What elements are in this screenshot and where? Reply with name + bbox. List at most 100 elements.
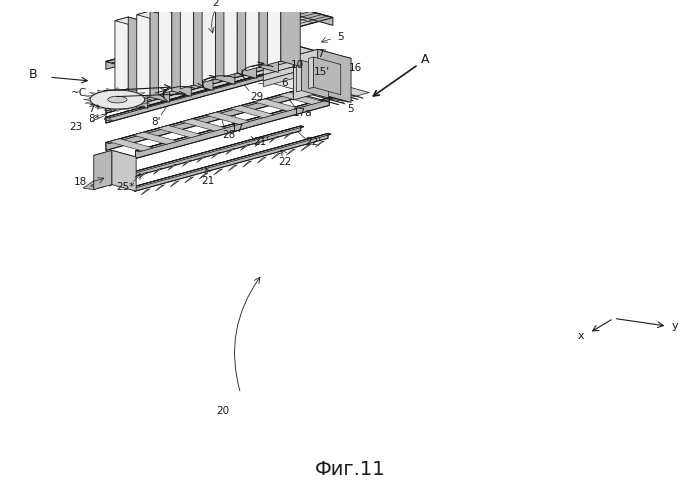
Polygon shape: [215, 0, 235, 84]
Polygon shape: [182, 119, 226, 131]
Polygon shape: [115, 88, 120, 90]
Polygon shape: [89, 104, 97, 107]
Polygon shape: [202, 0, 235, 2]
Polygon shape: [264, 61, 294, 75]
Text: 6: 6: [281, 78, 287, 88]
Text: 16: 16: [349, 63, 362, 73]
Polygon shape: [94, 150, 136, 162]
Polygon shape: [278, 92, 323, 104]
Text: 23: 23: [70, 122, 83, 132]
Polygon shape: [287, 149, 296, 155]
Polygon shape: [106, 88, 111, 91]
Polygon shape: [123, 108, 128, 111]
Polygon shape: [145, 99, 152, 100]
Text: 15': 15': [314, 67, 330, 77]
Polygon shape: [264, 67, 327, 84]
Polygon shape: [206, 112, 250, 124]
Polygon shape: [106, 54, 303, 108]
Text: 20: 20: [217, 406, 229, 416]
Polygon shape: [170, 181, 179, 187]
Polygon shape: [106, 8, 300, 69]
Polygon shape: [107, 126, 301, 184]
Polygon shape: [214, 169, 223, 175]
Polygon shape: [134, 133, 331, 187]
Text: 8': 8': [151, 117, 161, 127]
Polygon shape: [180, 0, 194, 89]
Polygon shape: [138, 92, 145, 95]
Polygon shape: [136, 98, 329, 159]
Polygon shape: [106, 89, 303, 144]
Text: 25*: 25*: [117, 182, 135, 192]
Polygon shape: [254, 99, 298, 111]
Polygon shape: [112, 150, 136, 191]
Text: 5: 5: [338, 32, 344, 42]
Text: 21: 21: [201, 176, 214, 186]
Polygon shape: [224, 0, 237, 77]
Polygon shape: [107, 126, 304, 180]
Polygon shape: [199, 173, 208, 179]
Polygon shape: [211, 152, 220, 159]
Polygon shape: [202, 0, 215, 83]
Polygon shape: [155, 185, 164, 191]
Polygon shape: [94, 150, 112, 190]
Polygon shape: [314, 57, 341, 95]
Polygon shape: [115, 17, 147, 26]
Polygon shape: [294, 49, 318, 100]
Text: B: B: [29, 68, 37, 81]
Polygon shape: [168, 164, 177, 171]
Polygon shape: [301, 145, 310, 151]
Polygon shape: [269, 136, 278, 143]
Polygon shape: [305, 83, 369, 101]
Polygon shape: [115, 17, 128, 107]
Text: x: x: [578, 331, 585, 341]
Text: A: A: [421, 53, 429, 66]
Polygon shape: [106, 64, 303, 118]
Polygon shape: [106, 64, 300, 123]
Polygon shape: [85, 102, 92, 103]
Polygon shape: [109, 139, 153, 151]
Polygon shape: [180, 0, 213, 8]
Text: 7*: 7*: [88, 104, 99, 114]
Polygon shape: [182, 160, 192, 167]
Polygon shape: [131, 90, 138, 92]
Polygon shape: [138, 172, 147, 179]
Polygon shape: [128, 17, 147, 108]
Polygon shape: [228, 165, 237, 171]
Text: 8*: 8*: [88, 114, 99, 124]
Polygon shape: [281, 0, 300, 66]
Polygon shape: [257, 157, 266, 163]
Text: 29: 29: [250, 92, 264, 102]
Polygon shape: [159, 5, 192, 14]
Polygon shape: [226, 148, 235, 155]
Polygon shape: [284, 132, 293, 139]
Polygon shape: [318, 49, 351, 102]
Polygon shape: [264, 72, 327, 90]
Polygon shape: [294, 49, 351, 65]
Polygon shape: [157, 125, 201, 138]
Polygon shape: [255, 140, 264, 147]
Polygon shape: [110, 180, 119, 187]
Polygon shape: [264, 67, 294, 81]
Polygon shape: [89, 92, 97, 95]
Text: 22': 22': [305, 137, 322, 147]
Polygon shape: [301, 60, 329, 98]
Polygon shape: [108, 96, 127, 103]
Polygon shape: [97, 107, 103, 109]
Polygon shape: [309, 57, 314, 89]
Text: 17a: 17a: [292, 107, 312, 117]
Text: 5: 5: [347, 104, 354, 114]
Polygon shape: [106, 89, 300, 150]
Polygon shape: [124, 176, 133, 183]
Polygon shape: [138, 104, 145, 107]
Polygon shape: [172, 5, 192, 96]
Polygon shape: [131, 107, 138, 109]
Polygon shape: [264, 72, 294, 87]
Polygon shape: [106, 108, 111, 111]
Polygon shape: [230, 106, 274, 118]
Text: 7': 7': [317, 49, 326, 59]
Polygon shape: [133, 132, 178, 144]
Polygon shape: [90, 90, 145, 109]
Polygon shape: [106, 54, 300, 113]
Polygon shape: [159, 5, 172, 95]
Polygon shape: [83, 99, 90, 100]
